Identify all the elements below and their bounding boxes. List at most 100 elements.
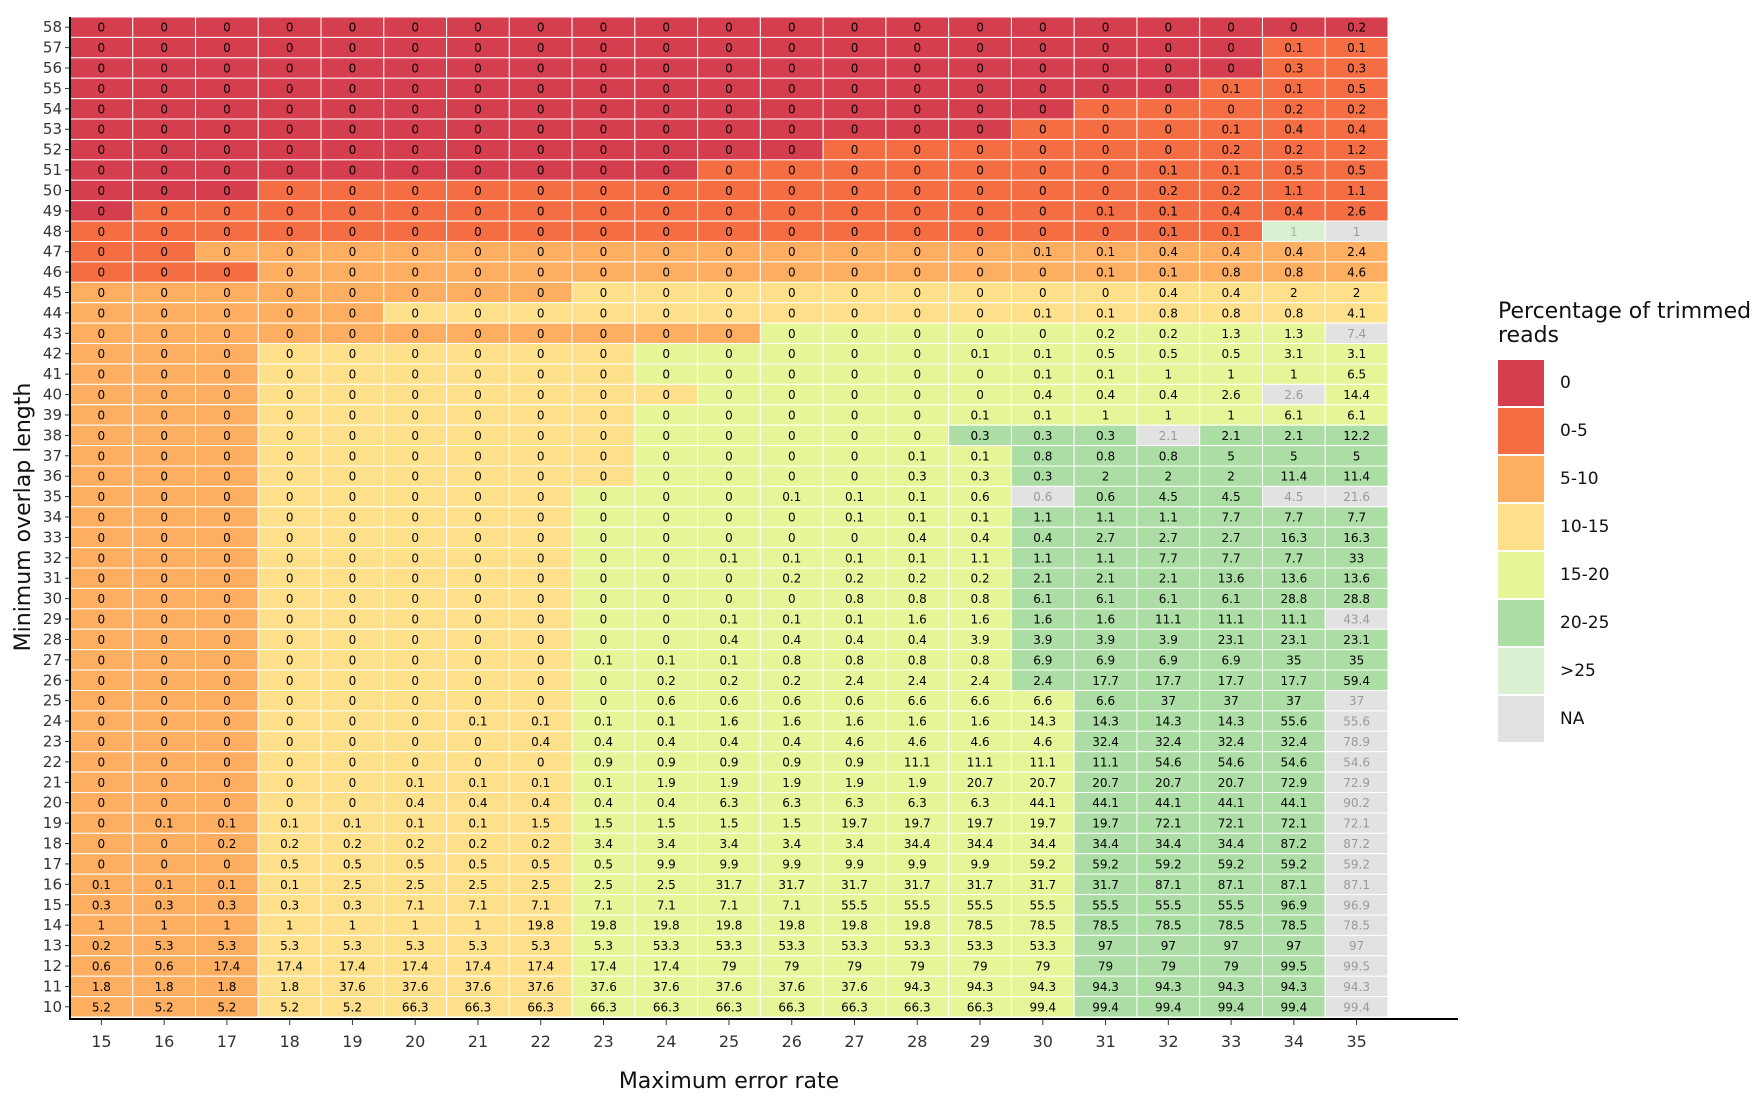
cell-value-label: 90.2 — [1343, 796, 1370, 810]
cell-value-label: 0.2 — [343, 837, 362, 851]
cell-value-label: 0 — [662, 327, 670, 341]
cell-value-label: 5.3 — [468, 939, 487, 953]
y-tick-label: 16 — [43, 875, 62, 893]
cell-value-label: 0 — [662, 82, 670, 96]
cell-value-label: 4.6 — [845, 735, 864, 749]
cell-value-label: 0 — [537, 694, 545, 708]
cell-value-label: 0 — [286, 286, 294, 300]
cell-value-label: 0 — [662, 551, 670, 565]
cell-value-label: 0 — [788, 449, 796, 463]
cell-value-label: 0 — [223, 21, 231, 35]
y-tick-label: 50 — [43, 181, 62, 199]
cell-value-label: 99.5 — [1280, 959, 1307, 973]
cell-value-label: 14.3 — [1029, 715, 1056, 729]
cell-value-label: 0 — [600, 347, 608, 361]
cell-value-label: 0.4 — [1222, 245, 1241, 259]
cell-value-label: 0 — [913, 347, 921, 361]
cell-value-label: 0 — [725, 470, 733, 484]
cell-value-label: 0.2 — [1096, 327, 1115, 341]
cell-value-label: 0 — [725, 245, 733, 259]
cell-value-label: 0 — [349, 715, 357, 729]
cell-value-label: 0.3 — [92, 898, 111, 912]
cell-value-label: 0 — [98, 531, 106, 545]
cell-value-label: 0.1 — [1222, 123, 1241, 137]
cell-value-label: 0 — [537, 613, 545, 627]
cell-value-label: 31.7 — [778, 878, 805, 892]
cell-value-label: 72.9 — [1343, 776, 1370, 790]
cell-value-label: 1.1 — [1096, 551, 1115, 565]
cell-value-label: 0.1 — [594, 653, 613, 667]
cell-value-label: 0 — [851, 408, 859, 422]
cell-value-label: 0 — [98, 143, 106, 157]
cell-value-label: 0 — [286, 796, 294, 810]
cell-value-label: 0 — [160, 164, 168, 178]
cell-value-label: 1 — [349, 919, 357, 933]
cell-value-label: 3.4 — [719, 837, 738, 851]
y-tick-label: 22 — [43, 753, 62, 771]
cell-value-label: 0 — [474, 735, 482, 749]
cell-value-label: 0 — [349, 62, 357, 76]
cell-value-label: 16.3 — [1280, 531, 1307, 545]
cell-value-label: 0.1 — [406, 817, 425, 831]
cell-value-label: 0.8 — [1033, 449, 1052, 463]
cell-value-label: 20.7 — [1092, 776, 1119, 790]
cell-value-label: 0 — [537, 225, 545, 239]
cell-value-label: 0 — [349, 551, 357, 565]
cell-value-label: 0 — [286, 347, 294, 361]
cell-value-label: 19.8 — [716, 919, 743, 933]
cell-value-label: 19.8 — [778, 919, 805, 933]
cell-value-label: 7.1 — [782, 898, 801, 912]
cell-value-label: 7.1 — [719, 898, 738, 912]
y-tick-label: 44 — [43, 304, 62, 322]
cell-value-label: 0.1 — [1159, 164, 1178, 178]
cell-value-label: 0 — [411, 490, 419, 504]
y-tick-label: 24 — [43, 712, 62, 730]
cell-value-label: 0 — [286, 429, 294, 443]
cell-value-label: 0 — [349, 143, 357, 157]
cell-value-label: 0 — [223, 225, 231, 239]
cell-value-label: 2.1 — [1159, 429, 1178, 443]
cell-value-label: 0.1 — [657, 715, 676, 729]
cell-value-label: 0 — [160, 347, 168, 361]
cell-value-label: 0.1 — [468, 817, 487, 831]
cell-value-label: 0 — [851, 368, 859, 382]
cell-value-label: 0.3 — [343, 898, 362, 912]
cell-value-label: 0 — [851, 429, 859, 443]
cell-value-label: 0 — [725, 184, 733, 198]
cell-value-label: 59.2 — [1218, 857, 1245, 871]
cell-value-label: 0 — [1102, 123, 1110, 137]
cell-value-label: 0.4 — [1284, 204, 1303, 218]
cell-value-label: 0 — [286, 143, 294, 157]
cell-value-label: 1.6 — [1033, 613, 1052, 627]
cell-value-label: 0 — [976, 102, 984, 116]
cell-value-label: 0 — [349, 225, 357, 239]
cell-value-label: 0 — [600, 613, 608, 627]
cell-value-label: 0 — [1102, 184, 1110, 198]
cell-value-label: 87.1 — [1155, 878, 1182, 892]
cell-value-label: 5 — [1227, 449, 1235, 463]
cell-value-label: 0 — [98, 41, 106, 55]
cell-value-label: 0 — [600, 102, 608, 116]
cell-value-label: 32.4 — [1218, 735, 1245, 749]
cell-value-label: 0 — [474, 306, 482, 320]
cell-value-label: 5.3 — [406, 939, 425, 953]
cell-value-label: 0 — [537, 21, 545, 35]
cell-value-label: 0 — [160, 123, 168, 137]
cell-value-label: 0 — [286, 245, 294, 259]
cell-value-label: 1 — [474, 919, 482, 933]
cell-value-label: 32.4 — [1155, 735, 1182, 749]
cell-value-label: 0 — [725, 429, 733, 443]
cell-value-label: 0 — [474, 143, 482, 157]
cell-value-label: 0 — [98, 204, 106, 218]
cell-value-label: 0.2 — [971, 572, 990, 586]
cell-value-label: 0 — [286, 755, 294, 769]
cell-value-label: 0 — [1039, 266, 1047, 280]
cell-value-label: 19.7 — [841, 817, 868, 831]
cell-value-label: 0.1 — [155, 817, 174, 831]
cell-value-label: 0 — [411, 408, 419, 422]
cell-value-label: 72.1 — [1218, 817, 1245, 831]
cell-value-label: 0 — [349, 102, 357, 116]
cell-value-label: 0 — [600, 184, 608, 198]
cell-value-label: 0.9 — [719, 755, 738, 769]
cell-value-label: 5.2 — [92, 1000, 111, 1014]
